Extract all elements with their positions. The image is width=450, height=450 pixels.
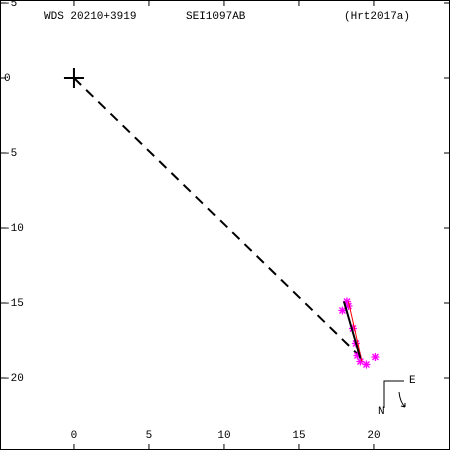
y-tick-label: -10 bbox=[4, 223, 24, 235]
x-tick-label: 5 bbox=[146, 430, 153, 442]
observation bbox=[344, 302, 353, 310]
reference: (Hrt2017a) bbox=[344, 11, 410, 23]
fit-line bbox=[342, 301, 362, 359]
chart-title: WDS 20210+3919 bbox=[44, 11, 136, 23]
orbit-line bbox=[347, 301, 363, 362]
y-tick-label: -20 bbox=[4, 373, 24, 385]
compass-east: E bbox=[409, 375, 416, 387]
x-tick-label: 15 bbox=[292, 430, 305, 442]
chart-subtitle: SEI1097AB bbox=[186, 11, 246, 23]
x-tick-label: 10 bbox=[217, 430, 230, 442]
primary-star bbox=[63, 68, 84, 88]
x-tick-label: 0 bbox=[71, 430, 78, 442]
compass: E N bbox=[378, 375, 416, 418]
connector-line bbox=[73, 77, 360, 357]
observation bbox=[348, 324, 357, 333]
observation bbox=[342, 297, 351, 306]
observation bbox=[338, 306, 347, 315]
observation bbox=[362, 360, 371, 369]
y-tick-label: -5 bbox=[4, 148, 17, 160]
observation bbox=[353, 351, 362, 360]
y-tick-label: -15 bbox=[4, 298, 24, 310]
y-tick-label: -5 bbox=[4, 0, 17, 10]
compass-axes bbox=[383, 380, 404, 408]
observation bbox=[371, 353, 380, 361]
compass-arrow bbox=[398, 391, 406, 408]
compass-north: N bbox=[378, 406, 385, 418]
y-tick-label: 0 bbox=[4, 73, 11, 85]
observation bbox=[356, 357, 365, 366]
x-tick-label: 20 bbox=[367, 430, 380, 442]
